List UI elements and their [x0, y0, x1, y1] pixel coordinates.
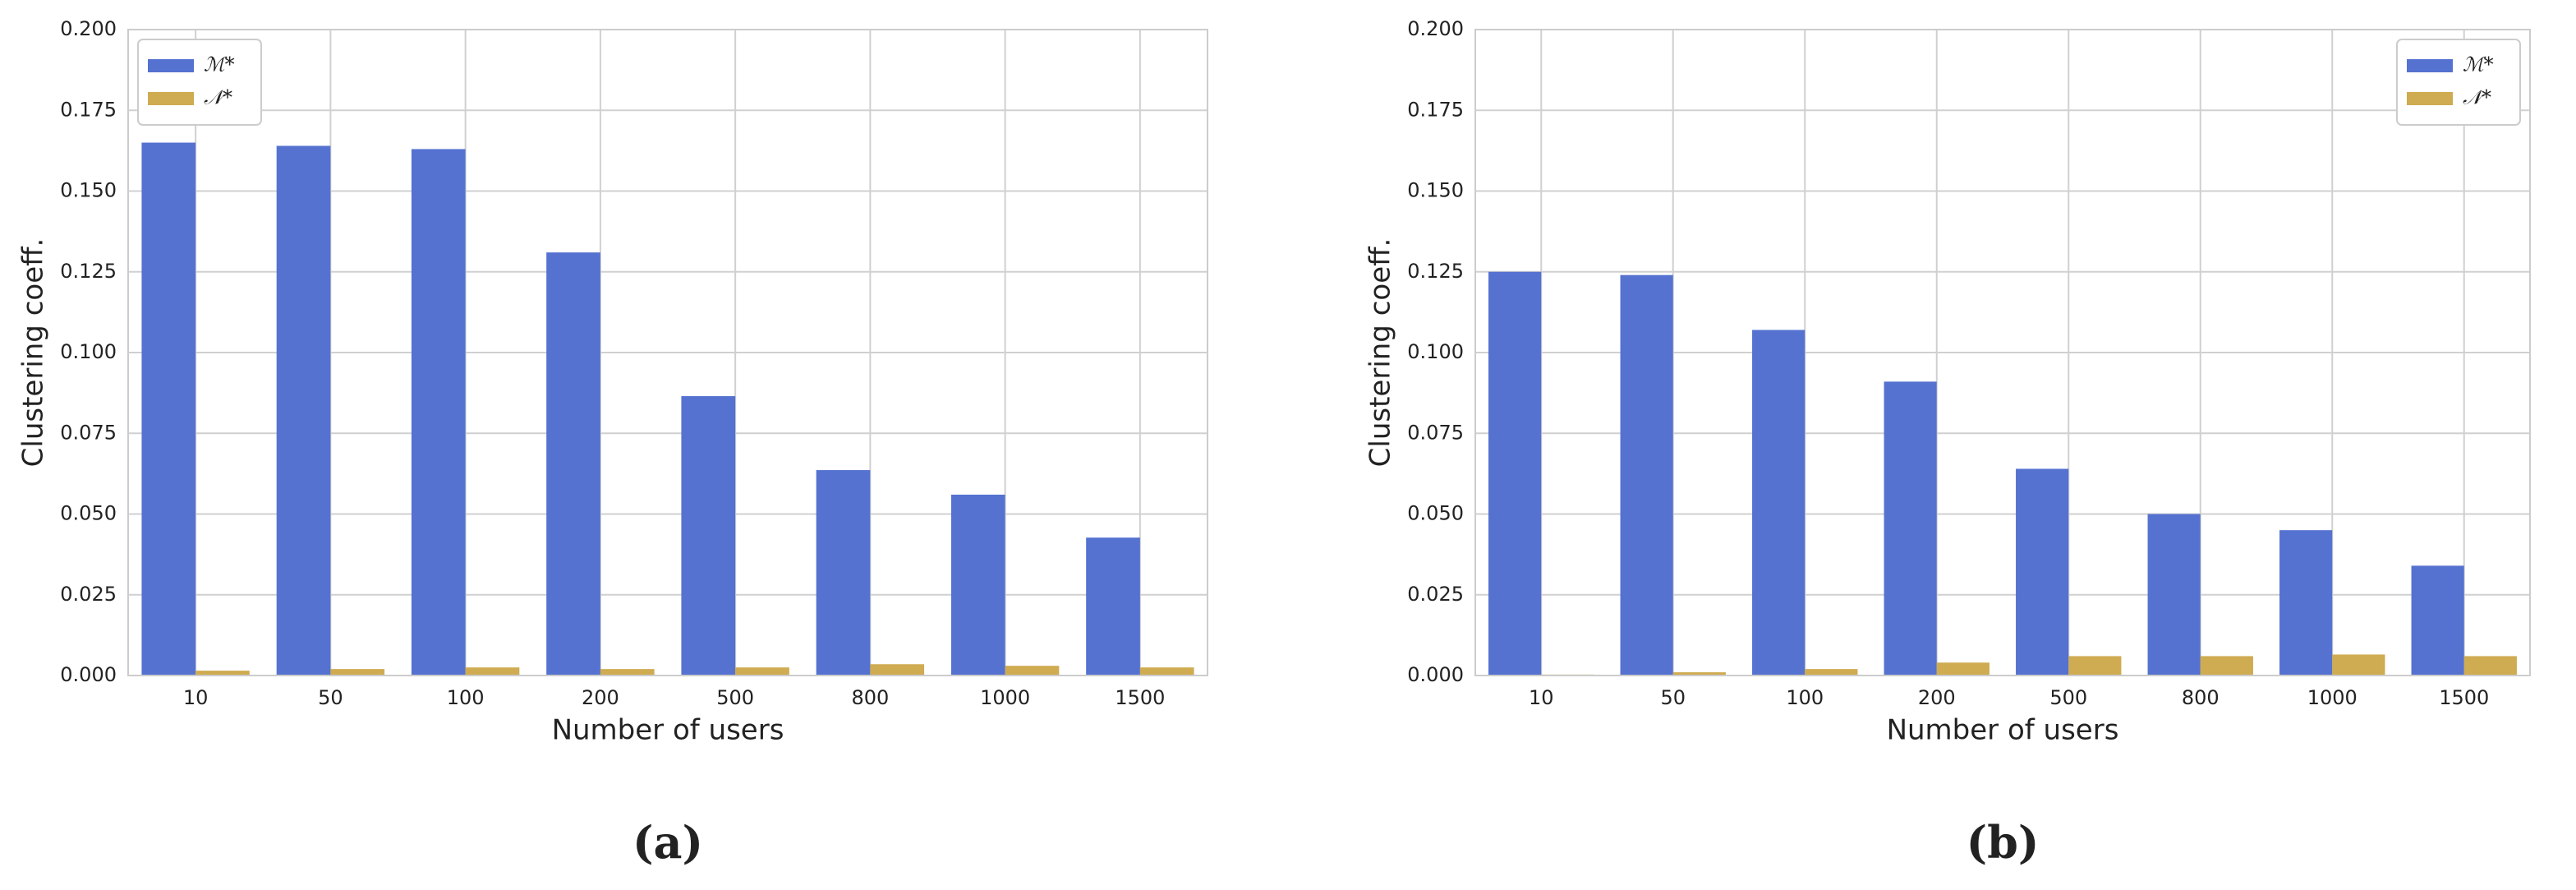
- y-tick-label: 0.100: [60, 340, 117, 363]
- bar: [411, 149, 466, 676]
- y-tick-label: 0.075: [60, 421, 117, 444]
- x-tick-label: 200: [582, 686, 619, 709]
- x-tick-label: 1500: [2439, 686, 2489, 709]
- x-axis-label: Number of users: [552, 714, 784, 747]
- y-tick-label: 0.050: [1407, 502, 1464, 525]
- bar: [546, 252, 600, 676]
- x-tick-label: 200: [1918, 686, 1956, 709]
- legend-label: 𝒩*: [2463, 86, 2491, 109]
- bar: [276, 145, 331, 676]
- legend-box: [137, 39, 262, 126]
- chart: 0.000 0.025 0.050 0.075 0.100 0.125 0.150 0.175…: [1364, 17, 2531, 869]
- bar: [681, 396, 736, 676]
- bar: [2332, 654, 2385, 676]
- y-tick-label: 0.175: [60, 98, 117, 121]
- y-tick-label: 0.175: [1407, 98, 1464, 121]
- y-tick-label: 0.025: [1407, 583, 1464, 606]
- y-tick-label: 0.125: [1407, 260, 1464, 283]
- chart: 0.000 0.025 0.050 0.075 0.100 0.125 0.150 0.175…: [17, 17, 1208, 869]
- x-tick-label: 50: [318, 686, 343, 709]
- x-tick-label: 500: [2049, 686, 2087, 709]
- y-tick-label: 0.050: [60, 502, 117, 525]
- legend-swatch: [2407, 59, 2453, 72]
- bar: [600, 669, 655, 676]
- x-tick-label: 100: [1786, 686, 1824, 709]
- legend-box: [2396, 39, 2521, 126]
- legend-label: 𝒩*: [204, 86, 232, 109]
- y-tick-label: 0.200: [1407, 17, 1464, 40]
- x-tick-label: 1000: [980, 686, 1030, 709]
- bar: [1086, 537, 1140, 676]
- x-axis-label: Number of users: [1887, 714, 2119, 747]
- x-tick-label: 800: [2182, 686, 2220, 709]
- x-tick-label: 10: [183, 686, 209, 709]
- bar: [2016, 468, 2069, 676]
- legend-swatch: [2407, 92, 2453, 105]
- bar: [196, 671, 250, 676]
- bar: [1884, 381, 1937, 676]
- y-tick-label: 0.100: [1407, 340, 1464, 363]
- bar: [2279, 530, 2333, 676]
- bar: [330, 669, 385, 676]
- bar: [2463, 656, 2517, 676]
- bar: [2200, 656, 2253, 676]
- y-tick-label: 0.075: [1407, 421, 1464, 444]
- x-tick-label: 800: [851, 686, 889, 709]
- legend-swatch: [148, 59, 194, 72]
- bar: [1005, 666, 1060, 676]
- y-tick-label: 0.025: [60, 583, 117, 606]
- bar: [1805, 669, 1858, 676]
- y-tick-label: 0.200: [60, 17, 117, 40]
- y-axis-label: Clustering coeff.: [17, 238, 50, 468]
- x-tick-label: 100: [447, 686, 485, 709]
- bar: [1936, 662, 1990, 676]
- bar: [1620, 274, 1673, 676]
- bar: [2147, 514, 2201, 676]
- x-tick-label: 10: [1529, 686, 1554, 709]
- bar: [465, 667, 520, 676]
- plot-frame: [127, 29, 1208, 676]
- bar: [2411, 565, 2464, 676]
- x-tick-label: 1500: [1115, 686, 1165, 709]
- bar: [735, 667, 789, 676]
- x-tick-label: 500: [716, 686, 754, 709]
- bar: [816, 470, 871, 676]
- y-tick-label: 0.000: [60, 663, 117, 686]
- caption: (a): [632, 816, 703, 869]
- y-tick-label: 0.150: [1407, 179, 1464, 202]
- bar: [2068, 656, 2122, 676]
- plot-frame: [1474, 29, 2531, 676]
- y-tick-label: 0.125: [60, 260, 117, 283]
- bar: [1752, 330, 1806, 676]
- x-tick-label: 50: [1660, 686, 1686, 709]
- bar: [141, 142, 196, 676]
- bar: [1672, 672, 1726, 676]
- y-tick-label: 0.000: [1407, 663, 1464, 686]
- y-axis-label: Clustering coeff.: [1364, 238, 1397, 468]
- legend-label: ℳ*: [2463, 53, 2494, 76]
- bar: [1139, 667, 1194, 676]
- bar: [950, 494, 1005, 676]
- bar: [1488, 271, 1542, 676]
- caption: (b): [1966, 816, 2040, 869]
- x-tick-label: 1000: [2307, 686, 2358, 709]
- y-tick-label: 0.150: [60, 179, 117, 202]
- bar: [870, 664, 925, 676]
- legend-swatch: [148, 92, 194, 105]
- legend-label: ℳ*: [204, 53, 235, 76]
